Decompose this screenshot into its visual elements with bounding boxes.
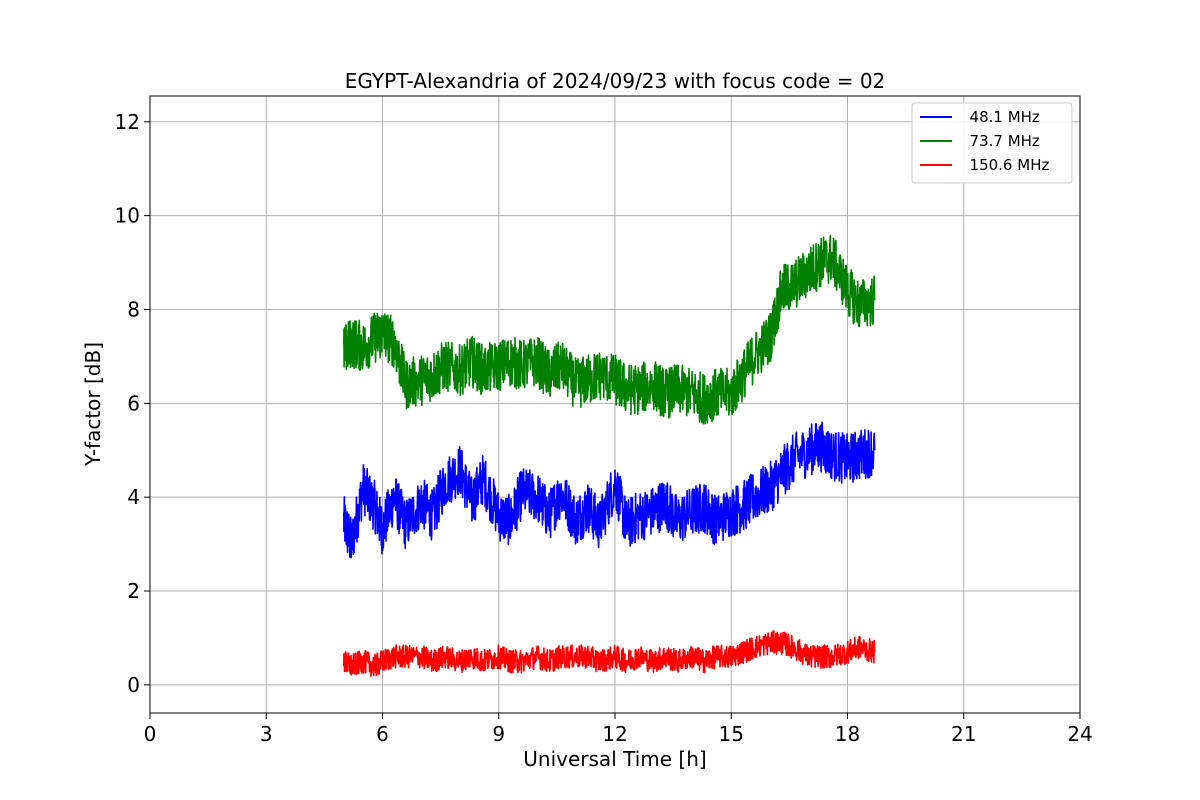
legend-box — [911, 102, 1073, 184]
y-tick-label: 8 — [127, 297, 140, 321]
x-tick-label: 24 — [1067, 722, 1092, 746]
y-axis-label: Y-factor [dB] — [81, 342, 105, 467]
x-tick-label: 3 — [260, 722, 273, 746]
series-line — [343, 630, 876, 678]
y-tick-label: 12 — [115, 110, 140, 134]
x-tick-label: 6 — [376, 722, 389, 746]
y-tick-label: 2 — [127, 579, 140, 603]
y-tick-label: 4 — [127, 485, 140, 509]
x-tick-label: 21 — [951, 722, 976, 746]
y-tick-label: 10 — [115, 204, 140, 228]
legend-label: 73.7 MHz — [960, 132, 1040, 150]
x-axis-ticks: 0 3 6 9 12 15 18 21 24 — [144, 713, 1093, 746]
series-line — [342, 421, 876, 559]
x-axis-label: Universal Time [h] — [523, 747, 706, 771]
x-tick-label: 0 — [144, 722, 157, 746]
y-axis-ticks: 0 2 4 6 8 10 12 — [115, 110, 150, 697]
x-tick-label: 18 — [835, 722, 860, 746]
x-tick-label: 9 — [492, 722, 505, 746]
series-layer — [342, 234, 876, 678]
series-line — [343, 234, 876, 425]
x-tick-label: 12 — [602, 722, 627, 746]
legend-label: 48.1 MHz — [960, 108, 1040, 126]
y-tick-label: 6 — [127, 391, 140, 415]
legend: 48.1 MHz 73.7 MHz 150.6 MHz — [911, 102, 1073, 184]
y-tick-label: 0 — [127, 673, 140, 697]
legend-label: 150.6 MHz — [960, 156, 1049, 174]
chart-title: EGYPT-Alexandria of 2024/09/23 with focu… — [345, 69, 886, 93]
x-tick-label: 15 — [719, 722, 744, 746]
